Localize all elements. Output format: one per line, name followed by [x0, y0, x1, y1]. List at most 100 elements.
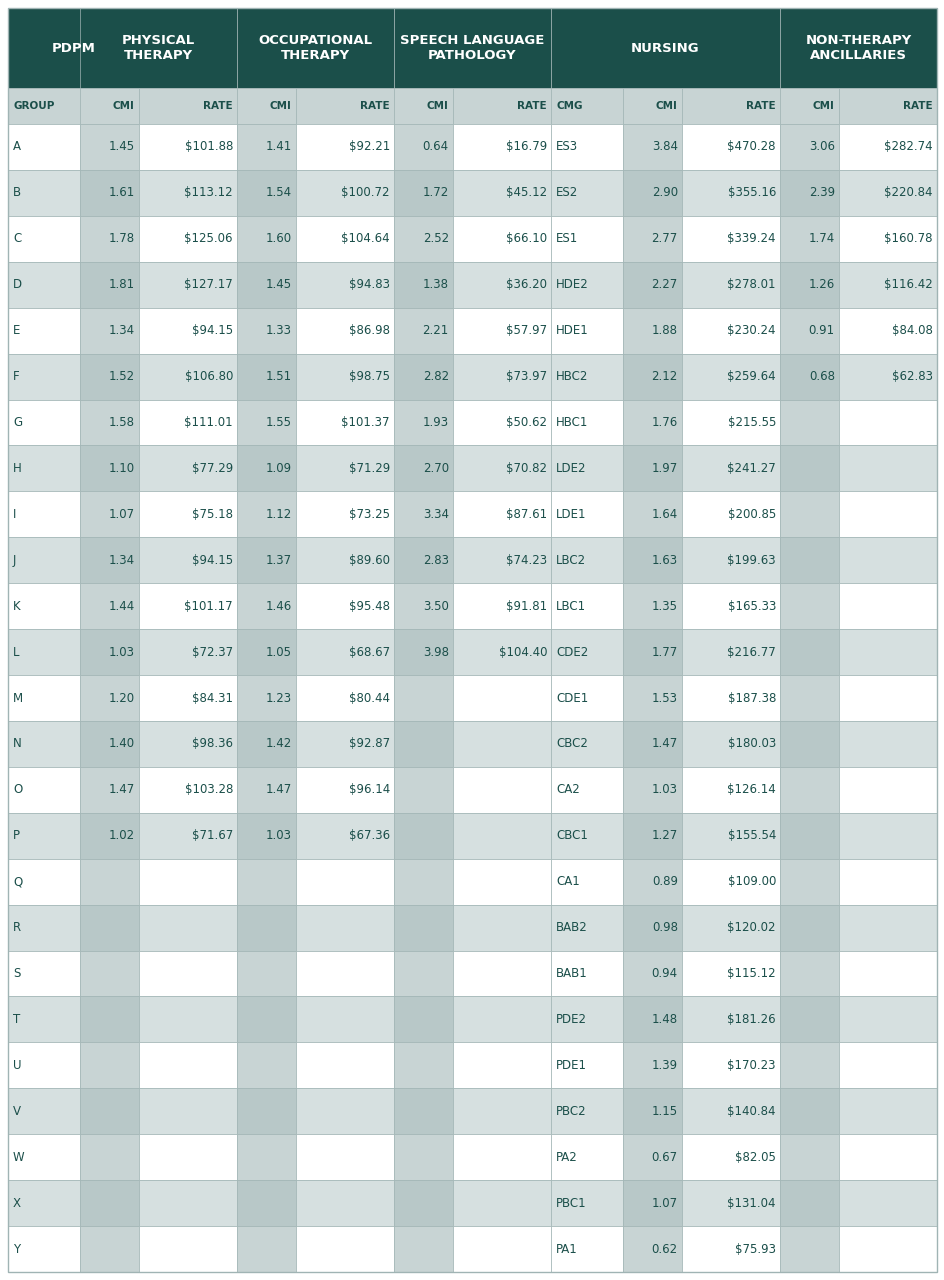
Text: N: N	[13, 737, 22, 750]
Text: $98.36: $98.36	[192, 737, 233, 750]
Bar	[682, 859, 779, 905]
Bar	[838, 1226, 936, 1272]
Text: $89.60: $89.60	[348, 554, 390, 567]
Text: $66.10: $66.10	[505, 232, 547, 246]
Bar	[80, 262, 139, 307]
Bar	[8, 1134, 80, 1180]
Text: 1.37: 1.37	[265, 554, 292, 567]
Bar	[622, 997, 682, 1042]
Bar	[622, 307, 682, 353]
Text: $92.21: $92.21	[348, 141, 390, 154]
Bar	[779, 1134, 838, 1180]
Text: $339.24: $339.24	[727, 232, 775, 246]
Bar	[779, 1088, 838, 1134]
Bar	[139, 721, 237, 767]
Text: $216.77: $216.77	[727, 645, 775, 659]
Bar	[139, 445, 237, 492]
Text: B: B	[13, 187, 21, 200]
Bar	[550, 767, 622, 813]
Bar	[237, 353, 295, 399]
Text: $116.42: $116.42	[884, 278, 932, 292]
Text: $111.01: $111.01	[184, 416, 233, 429]
Bar	[394, 307, 452, 353]
Bar	[779, 905, 838, 951]
Text: 0.67: 0.67	[651, 1151, 677, 1164]
Text: $115.12: $115.12	[727, 966, 775, 980]
Bar	[394, 1134, 452, 1180]
Bar	[8, 8, 139, 88]
Bar	[295, 307, 394, 353]
Bar	[8, 399, 80, 445]
Bar	[139, 813, 237, 859]
Bar	[779, 262, 838, 307]
Text: 1.77: 1.77	[651, 645, 677, 659]
Bar	[838, 1042, 936, 1088]
Text: $72.37: $72.37	[192, 645, 233, 659]
Bar	[295, 997, 394, 1042]
Text: 1.52: 1.52	[109, 370, 135, 383]
Text: 3.98: 3.98	[422, 645, 448, 659]
Text: $241.27: $241.27	[727, 462, 775, 475]
Bar	[622, 262, 682, 307]
Bar	[237, 445, 295, 492]
Bar	[237, 951, 295, 996]
Text: ES2: ES2	[555, 187, 578, 200]
Text: 1.03: 1.03	[109, 645, 135, 659]
Text: 1.88: 1.88	[651, 324, 677, 337]
Text: HBC1: HBC1	[555, 416, 588, 429]
Bar	[622, 1088, 682, 1134]
Bar	[8, 170, 80, 216]
Bar	[237, 859, 295, 905]
Bar	[452, 584, 550, 628]
Bar	[682, 538, 779, 584]
Text: D: D	[13, 278, 22, 292]
Bar	[550, 1180, 622, 1226]
Text: M: M	[13, 691, 23, 704]
Text: 1.64: 1.64	[651, 508, 677, 521]
Text: $127.17: $127.17	[184, 278, 233, 292]
Bar	[139, 492, 237, 538]
Bar	[8, 124, 80, 170]
Bar	[682, 1042, 779, 1088]
Bar	[8, 675, 80, 721]
Text: HDE2: HDE2	[555, 278, 588, 292]
Bar	[838, 492, 936, 538]
Bar	[295, 951, 394, 996]
Bar	[8, 1088, 80, 1134]
Bar	[779, 216, 838, 261]
Bar	[838, 1088, 936, 1134]
Text: CMI: CMI	[812, 101, 834, 111]
Bar	[838, 307, 936, 353]
Text: PDE1: PDE1	[555, 1059, 586, 1071]
Text: HBC2: HBC2	[555, 370, 588, 383]
Bar	[779, 492, 838, 538]
Bar	[80, 353, 139, 399]
Bar	[452, 905, 550, 951]
Bar	[622, 216, 682, 261]
Bar	[838, 1134, 936, 1180]
Bar	[682, 1180, 779, 1226]
Bar	[237, 1134, 295, 1180]
Bar	[8, 538, 80, 584]
Text: NON-THERAPY
ANCILLARIES: NON-THERAPY ANCILLARIES	[804, 35, 911, 61]
Bar	[394, 492, 452, 538]
Bar	[622, 353, 682, 399]
Bar	[394, 813, 452, 859]
Text: $67.36: $67.36	[348, 829, 390, 842]
Bar	[838, 124, 936, 170]
Bar	[550, 399, 622, 445]
Text: GROUP: GROUP	[13, 101, 55, 111]
Bar	[139, 859, 237, 905]
Text: 1.40: 1.40	[109, 737, 135, 750]
Bar	[622, 1226, 682, 1272]
Text: ES3: ES3	[555, 141, 578, 154]
Bar	[237, 1226, 295, 1272]
Text: $200.85: $200.85	[727, 508, 775, 521]
Bar	[779, 124, 838, 170]
Bar	[80, 170, 139, 216]
Text: BAB2: BAB2	[555, 922, 587, 934]
Text: $84.31: $84.31	[192, 691, 233, 704]
Text: 1.07: 1.07	[109, 508, 135, 521]
Bar	[139, 628, 237, 675]
Bar	[838, 170, 936, 216]
